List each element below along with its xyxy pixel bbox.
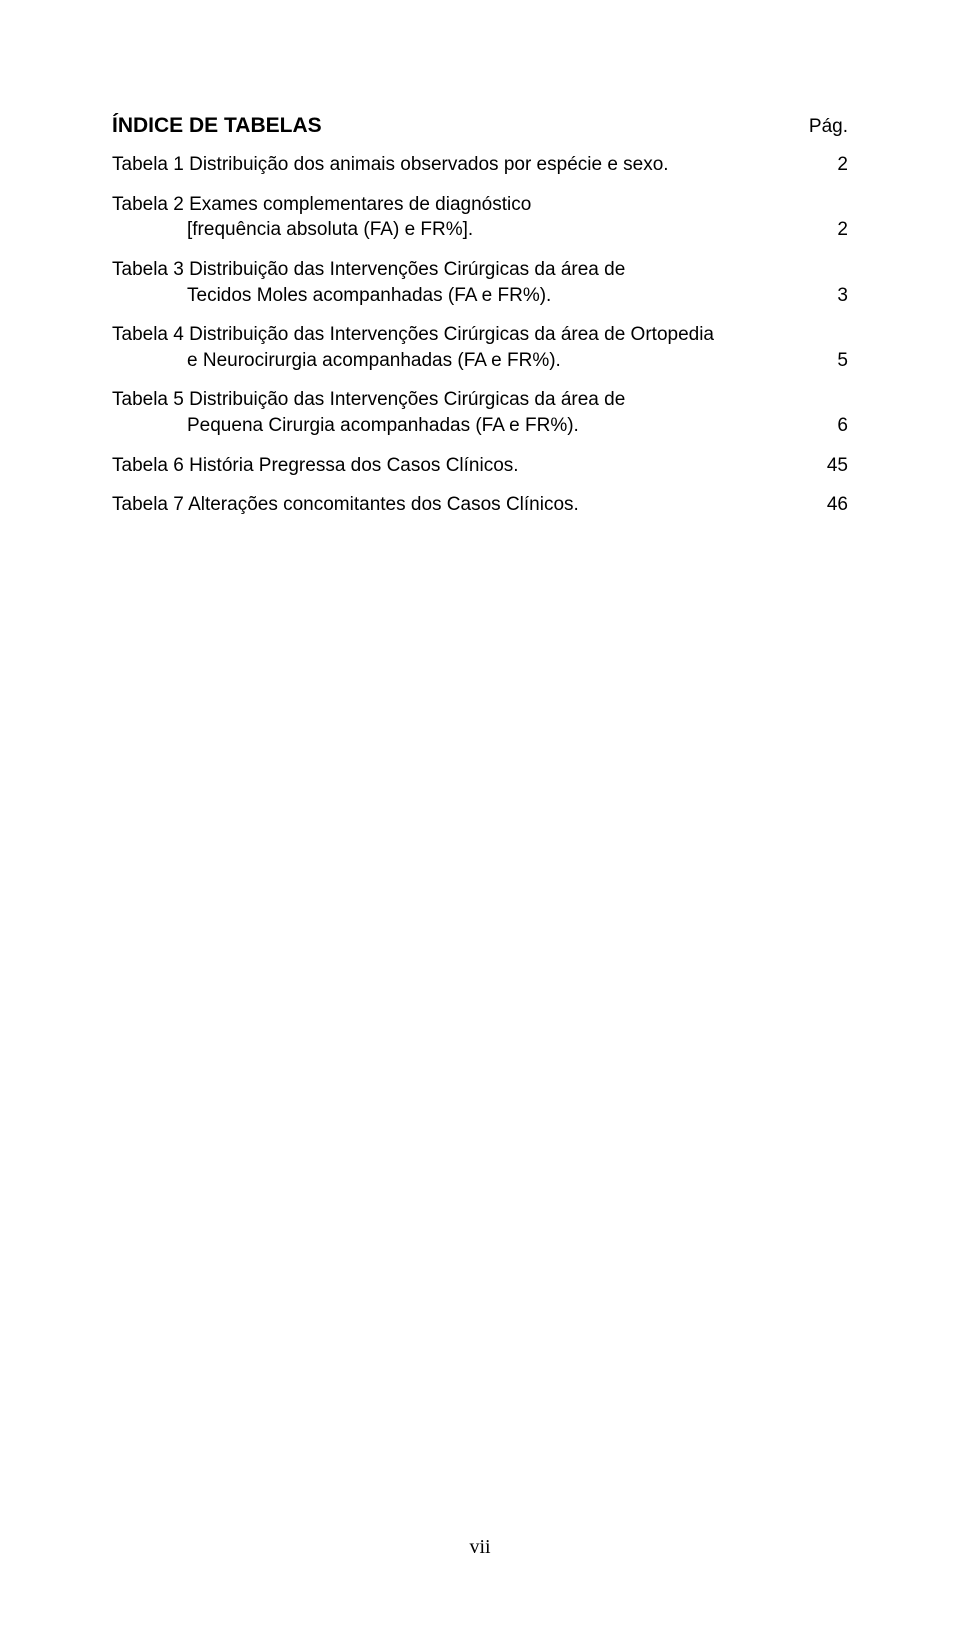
toc-entry-line1: Tabela 5 Distribuição das Intervenções C… (112, 389, 625, 410)
toc-entry-line2: Tecidos Moles acompanhadas (FA e FR%). (112, 283, 797, 309)
toc-entry-line1: Tabela 7 Alterações concomitantes dos Ca… (112, 494, 579, 515)
toc-entry-page: 3 (837, 283, 848, 309)
toc-entry-line1: Tabela 3 Distribuição das Intervenções C… (112, 259, 625, 280)
toc-entry-text: Tabela 6 História Pregressa dos Casos Cl… (112, 453, 827, 479)
toc-entry-text: Tabela 4 Distribuição das Intervenções C… (112, 322, 837, 373)
toc-entry-text: Tabela 5 Distribuição das Intervenções C… (112, 387, 837, 438)
toc-entry-text: Tabela 2 Exames complementares de diagnó… (112, 192, 837, 243)
title-row: ÍNDICE DE TABELAS Pág. (112, 114, 848, 138)
toc-entry-page: 2 (837, 152, 848, 178)
toc-entry-page: 5 (837, 348, 848, 374)
toc-entry-line2: e Neurocirurgia acompanhadas (FA e FR%). (112, 348, 797, 374)
toc-entry: Tabela 3 Distribuição das Intervenções C… (112, 257, 848, 308)
document-title: ÍNDICE DE TABELAS (112, 114, 322, 138)
toc-entry-line1: Tabela 1 Distribuição dos animais observ… (112, 154, 669, 175)
toc-entry-page: 45 (827, 453, 848, 479)
toc-entry-line2: [frequência absoluta (FA) e FR%]. (112, 217, 797, 243)
toc-entry-text: Tabela 1 Distribuição dos animais observ… (112, 152, 837, 178)
toc-entry-line1: Tabela 2 Exames complementares de diagnó… (112, 194, 531, 215)
toc-entry-page: 2 (837, 217, 848, 243)
toc-entry: Tabela 2 Exames complementares de diagnó… (112, 192, 848, 243)
toc-entry-page: 46 (827, 492, 848, 518)
toc-entry: Tabela 7 Alterações concomitantes dos Ca… (112, 492, 848, 518)
toc-entry: Tabela 1 Distribuição dos animais observ… (112, 152, 848, 178)
toc-entry: Tabela 4 Distribuição das Intervenções C… (112, 322, 848, 373)
toc-entry: Tabela 5 Distribuição das Intervenções C… (112, 387, 848, 438)
toc-entry-page: 6 (837, 413, 848, 439)
toc-entry-line2: Pequena Cirurgia acompanhadas (FA e FR%)… (112, 413, 797, 439)
toc-entry: Tabela 6 História Pregressa dos Casos Cl… (112, 453, 848, 479)
toc-entry-line1: Tabela 4 Distribuição das Intervenções C… (112, 324, 714, 345)
page-container: ÍNDICE DE TABELAS Pág. Tabela 1 Distribu… (0, 0, 960, 518)
toc-entry-text: Tabela 3 Distribuição das Intervenções C… (112, 257, 837, 308)
page-number: vii (0, 1536, 960, 1559)
toc-entry-line1: Tabela 6 História Pregressa dos Casos Cl… (112, 455, 519, 476)
page-column-label: Pág. (809, 116, 848, 138)
toc-entry-text: Tabela 7 Alterações concomitantes dos Ca… (112, 492, 827, 518)
